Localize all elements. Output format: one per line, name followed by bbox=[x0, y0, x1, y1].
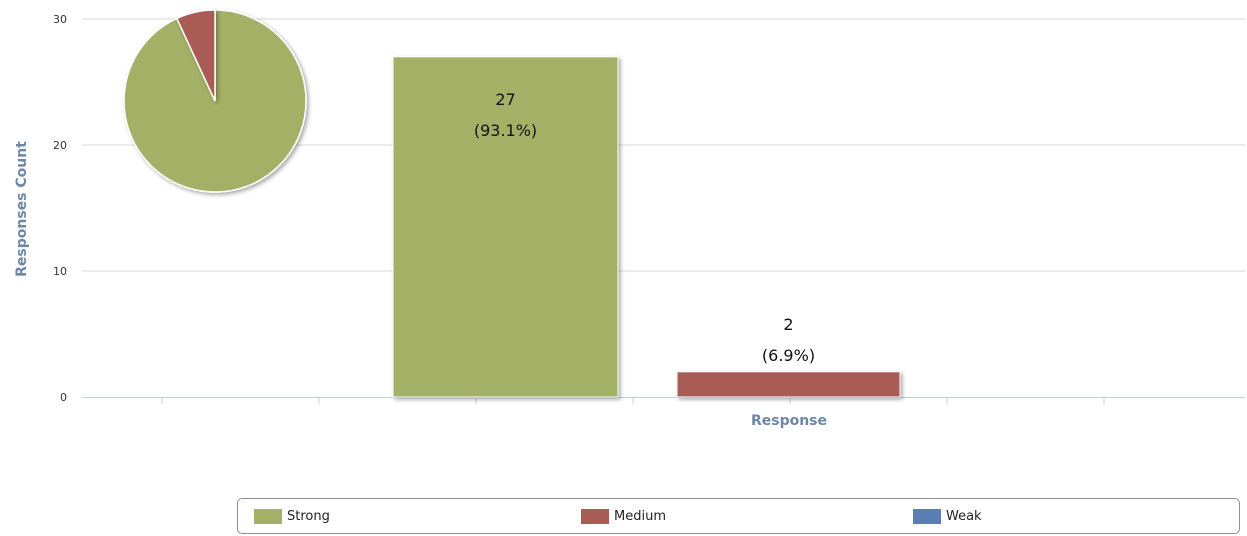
bar-medium[interactable] bbox=[676, 371, 901, 398]
legend-swatch-strong bbox=[254, 509, 282, 524]
legend-label-medium: Medium bbox=[614, 509, 666, 524]
legend-item-weak[interactable]: Weak bbox=[913, 509, 982, 524]
legend: Strong Medium Weak bbox=[237, 498, 1240, 534]
x-axis-title: Response bbox=[751, 413, 827, 429]
legend-item-strong[interactable]: Strong bbox=[254, 509, 330, 524]
legend-label-strong: Strong bbox=[287, 509, 330, 524]
y-tick-label: 30 bbox=[53, 13, 67, 26]
y-axis: 0 10 20 30 bbox=[53, 13, 67, 404]
bar-strong[interactable] bbox=[392, 56, 619, 398]
data-label-value: 27 bbox=[495, 90, 515, 109]
data-label-percent: (93.1%) bbox=[474, 121, 537, 140]
legend-label-weak: Weak bbox=[946, 509, 982, 524]
y-tick-label: 20 bbox=[53, 139, 67, 152]
legend-item-medium[interactable]: Medium bbox=[581, 509, 666, 524]
data-labels: 27 (93.1%) 2 (6.9%) bbox=[474, 90, 815, 365]
legend-swatch-weak bbox=[913, 509, 941, 524]
inset-pie-chart bbox=[123, 9, 307, 193]
pie-slice-medium[interactable] bbox=[175, 9, 216, 102]
y-tick-label: 10 bbox=[53, 265, 67, 278]
x-axis bbox=[82, 397, 1245, 404]
data-label-percent: (6.9%) bbox=[762, 346, 815, 365]
bar-series bbox=[392, 56, 901, 398]
data-label-value: 2 bbox=[783, 315, 793, 334]
y-axis-title: Responses Count bbox=[14, 141, 30, 277]
y-tick-label: 0 bbox=[60, 391, 67, 404]
legend-swatch-medium bbox=[581, 509, 609, 524]
